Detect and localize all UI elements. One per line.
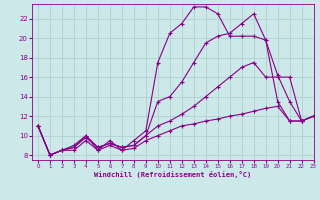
X-axis label: Windchill (Refroidissement éolien,°C): Windchill (Refroidissement éolien,°C) [94, 171, 252, 178]
